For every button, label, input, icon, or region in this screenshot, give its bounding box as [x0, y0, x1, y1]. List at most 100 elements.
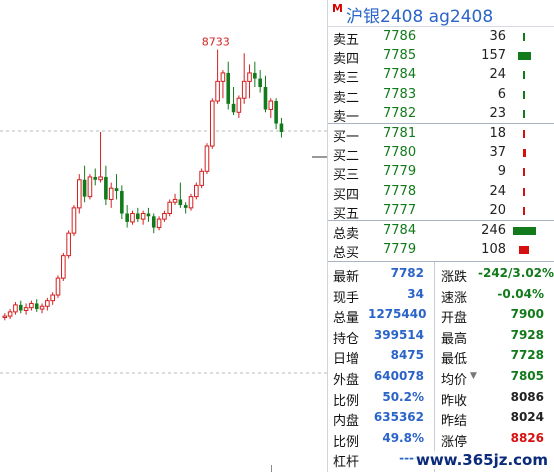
orderbook-volume: 23 — [489, 105, 506, 121]
orderbook-volume: 36 — [489, 29, 506, 44]
orderbook-level-label: 买四 — [333, 187, 360, 203]
candle — [188, 193, 194, 211]
quote-value: 8024 — [510, 410, 544, 425]
orderbook-volume: 9 — [497, 164, 506, 180]
market-badge: M — [332, 2, 343, 15]
orderbook-row-bids[interactable]: 买一 7781 18 — [328, 124, 554, 145]
quote-separator — [328, 261, 554, 262]
quote-value: 34 — [407, 286, 424, 301]
candle — [108, 182, 114, 208]
quote-label: 均价 — [441, 373, 468, 388]
orderbook-volume: 37 — [489, 145, 506, 161]
candle — [104, 165, 108, 206]
quote-value: 8475 — [390, 348, 424, 363]
orderbook-volume: 24 — [489, 67, 506, 83]
candle-body — [34, 303, 39, 310]
quote-right-row: 昨收 8086 — [328, 387, 554, 409]
candle-body — [167, 201, 173, 214]
orderbook-row-asks[interactable]: 卖三 7784 24 — [328, 65, 554, 86]
candle — [2, 313, 8, 321]
orderbook-row-bids[interactable]: 买五 7777 20 — [328, 201, 554, 222]
orderbook-level-label: 总买 — [333, 246, 360, 262]
quote-right-row: 涨停 8826 — [328, 428, 554, 450]
candle — [151, 213, 156, 234]
orderbook-price: 7779 — [383, 242, 417, 258]
candle-body — [18, 304, 23, 311]
candle — [34, 299, 39, 312]
candle — [162, 210, 167, 222]
candle — [204, 143, 210, 175]
candle-body — [263, 86, 268, 110]
orderbook-row-asks[interactable]: 卖五 7786 36 — [328, 27, 554, 48]
quote-value: -0.04% — [497, 286, 544, 301]
candle — [82, 165, 87, 203]
candle-body — [199, 170, 204, 186]
candle-body — [82, 179, 87, 197]
candle-body — [120, 191, 124, 214]
candles-group — [2, 49, 284, 321]
orderbook-row-asks[interactable]: 卖四 7785 157 — [328, 46, 554, 67]
quote-right-row: 昨结 8024 — [328, 407, 554, 429]
candle-body — [209, 100, 215, 147]
orderbook-row-bids[interactable]: 买四 7778 24 — [328, 182, 554, 203]
orderbook-volume-bar — [523, 71, 525, 80]
candle — [55, 275, 61, 298]
candle — [71, 205, 77, 236]
orderbook-row-bids[interactable]: 买二 7780 37 — [328, 143, 554, 164]
quote-label: 现手 — [333, 290, 360, 306]
kline-chart[interactable]: 8733 — [0, 0, 327, 472]
candle — [253, 61, 257, 87]
quote-left-row: 内盘 635362 — [328, 407, 434, 429]
quote-label: 持仓 — [333, 331, 360, 347]
candle — [18, 300, 23, 314]
candle — [258, 70, 262, 93]
orderbook-volume-bar — [519, 246, 529, 255]
candle-body — [66, 232, 71, 257]
candle-body — [29, 302, 34, 309]
quote-left-row: 比例 50.2% — [328, 387, 434, 409]
candle-body — [114, 188, 119, 191]
quote-right-row: 最低 7728 — [328, 345, 554, 368]
quote-label: 比例 — [333, 393, 360, 409]
candle-body — [274, 101, 278, 124]
dropdown-arrow-icon[interactable]: ▼ — [470, 371, 477, 381]
candle-body — [204, 145, 210, 172]
candle — [194, 182, 199, 200]
bottom-axis-tick — [271, 465, 272, 472]
candle-body — [247, 72, 252, 82]
quote-label: 涨跌 — [441, 270, 468, 285]
orderbook-level-label: 买三 — [333, 168, 360, 184]
orderbook-row-bids[interactable]: 买三 7779 9 — [328, 162, 554, 184]
instrument-title-row[interactable]: M 沪银2408 ag2408 — [328, 0, 554, 27]
quote-right-row: 开盘 7900 — [328, 304, 554, 326]
quote-label: 最低 — [441, 352, 468, 368]
candle — [76, 174, 82, 214]
candle — [274, 98, 278, 130]
quote-left-row: 外盘 640078 — [328, 366, 434, 388]
candle-body — [71, 207, 77, 234]
orderbook-row-asks[interactable]: 卖二 7783 6 — [328, 85, 554, 106]
orderbook-row-totals[interactable]: 总卖 7784 246 — [328, 221, 554, 242]
candle-body — [194, 184, 199, 198]
candle — [215, 49, 220, 104]
candle-body — [140, 212, 146, 220]
quote-left-row: 总量 1275440 — [328, 304, 434, 326]
candle-body — [156, 218, 162, 229]
candle-body — [268, 100, 274, 110]
candle — [183, 202, 188, 214]
candle-body — [231, 103, 236, 113]
orderbook-level-label: 卖五 — [333, 33, 360, 48]
candle — [146, 207, 151, 222]
orderbook-row-totals[interactable]: 总买 7779 108 — [328, 240, 554, 262]
candle — [114, 174, 119, 200]
candle-body — [151, 216, 156, 228]
orderbook-volume-bar — [523, 206, 525, 215]
quote-value: -242/3.02% — [478, 266, 554, 280]
candle-body — [108, 187, 114, 200]
orderbook-row-asks[interactable]: 卖一 7782 23 — [328, 104, 554, 125]
orderbook-volume-bar — [523, 130, 525, 138]
orderbook-volume-bar — [523, 33, 525, 41]
candle-body — [226, 72, 231, 104]
kline-svg[interactable]: 8733 — [0, 0, 327, 472]
orderbook-volume-bar — [523, 168, 525, 177]
